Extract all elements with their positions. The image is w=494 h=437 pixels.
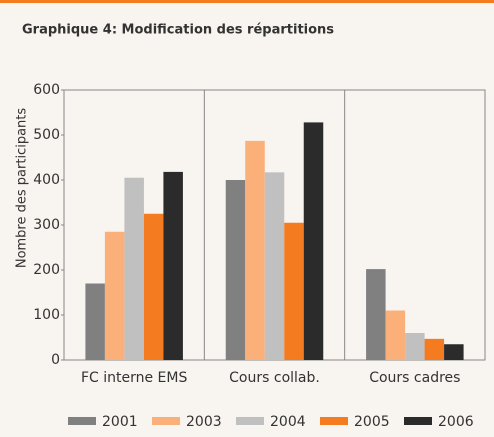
bar bbox=[104, 231, 125, 360]
legend-swatch bbox=[68, 417, 96, 425]
bar bbox=[284, 222, 304, 360]
bar bbox=[366, 269, 386, 360]
y-tick-label: 600 bbox=[33, 82, 60, 98]
legend-label: 2003 bbox=[186, 414, 222, 430]
bar bbox=[405, 333, 425, 360]
legend-label: 2004 bbox=[270, 414, 306, 430]
chart-title: Graphique 4: Modification des répartitio… bbox=[22, 23, 334, 38]
legend-label: 2005 bbox=[354, 414, 390, 430]
y-tick-label: 100 bbox=[33, 307, 60, 323]
bar bbox=[303, 122, 324, 361]
legend-swatch bbox=[236, 417, 264, 425]
legend-swatch bbox=[320, 417, 348, 425]
x-tick-label: FC interne EMS bbox=[81, 370, 188, 386]
y-tick-label: 0 bbox=[51, 352, 60, 368]
y-axis-label: Nombre des participants bbox=[15, 108, 30, 269]
y-tick-label: 400 bbox=[33, 172, 60, 188]
bar bbox=[85, 283, 105, 360]
legend-label: 2006 bbox=[438, 414, 474, 430]
legend-label: 2001 bbox=[102, 414, 138, 430]
legend-swatch bbox=[152, 417, 180, 425]
legend-swatch bbox=[404, 417, 432, 425]
bar bbox=[424, 338, 445, 360]
bar bbox=[124, 177, 144, 360]
bar bbox=[264, 172, 285, 360]
bar bbox=[444, 344, 464, 360]
bar bbox=[385, 310, 406, 360]
bar bbox=[163, 171, 183, 360]
bar bbox=[225, 180, 246, 360]
x-tick-label: Cours collab. bbox=[229, 370, 320, 386]
y-tick-label: 500 bbox=[33, 127, 60, 143]
bar bbox=[245, 140, 265, 360]
y-tick-label: 200 bbox=[33, 262, 60, 278]
y-tick-label: 300 bbox=[33, 217, 60, 233]
x-tick-label: Cours cadres bbox=[369, 370, 460, 386]
bar bbox=[143, 213, 164, 360]
